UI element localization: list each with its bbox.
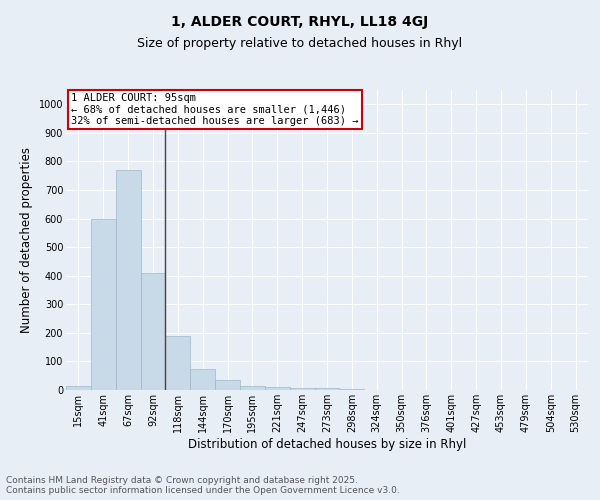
Y-axis label: Number of detached properties: Number of detached properties [20, 147, 33, 333]
Bar [340, 388, 364, 390]
Text: Size of property relative to detached houses in Rhyl: Size of property relative to detached ho… [137, 38, 463, 51]
Bar [190, 368, 215, 390]
Text: Contains HM Land Registry data © Crown copyright and database right 2025.
Contai: Contains HM Land Registry data © Crown c… [6, 476, 400, 495]
Bar [314, 388, 340, 390]
Bar [66, 386, 91, 390]
Bar [265, 387, 290, 390]
X-axis label: Distribution of detached houses by size in Rhyl: Distribution of detached houses by size … [188, 438, 466, 450]
Text: 1, ALDER COURT, RHYL, LL18 4GJ: 1, ALDER COURT, RHYL, LL18 4GJ [172, 15, 428, 29]
Bar [166, 336, 190, 390]
Bar [215, 380, 240, 390]
Bar [140, 273, 166, 390]
Bar [91, 218, 116, 390]
Bar [116, 170, 140, 390]
Bar [290, 388, 314, 390]
Bar [240, 386, 265, 390]
Text: 1 ALDER COURT: 95sqm
← 68% of detached houses are smaller (1,446)
32% of semi-de: 1 ALDER COURT: 95sqm ← 68% of detached h… [71, 93, 359, 126]
